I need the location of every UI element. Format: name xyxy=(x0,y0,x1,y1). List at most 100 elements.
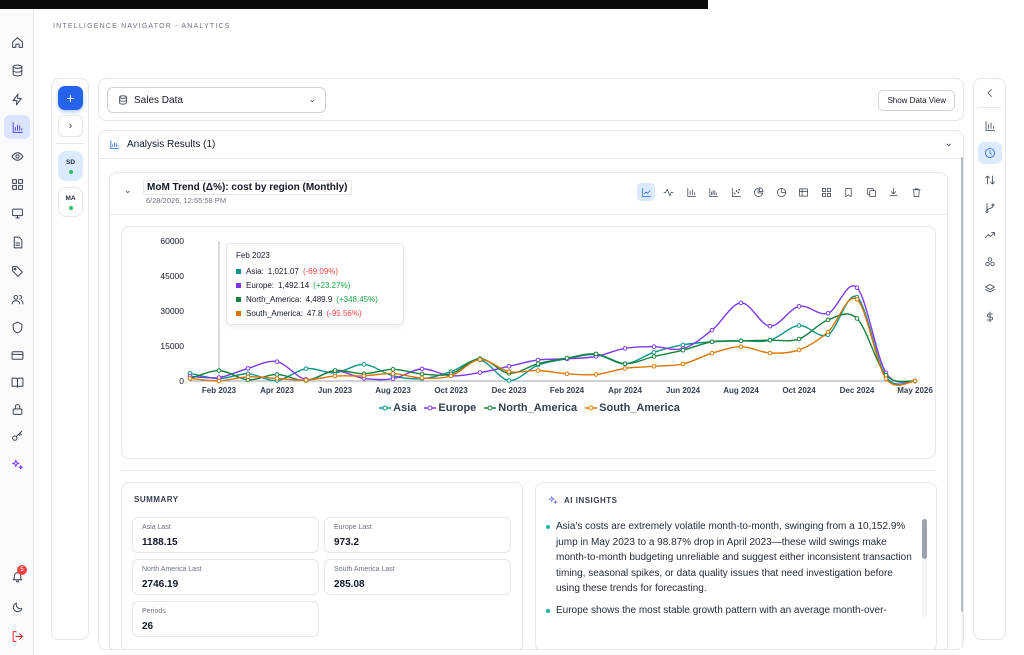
layers-icon xyxy=(985,284,995,293)
breadcrumb: INTELLIGENCE NAVIGATOR - ANALYTICS xyxy=(53,23,231,30)
eye-icon[interactable] xyxy=(4,144,30,168)
stat-label: Asia Last xyxy=(142,524,171,531)
book-icon[interactable] xyxy=(4,370,30,394)
monitor-icon[interactable] xyxy=(4,201,30,225)
divider xyxy=(99,158,963,159)
data-point xyxy=(767,350,773,356)
key-icon[interactable] xyxy=(4,424,30,448)
project-avatar-ma[interactable]: MA xyxy=(58,187,83,217)
stat-value: 973.2 xyxy=(334,537,360,548)
analysis-results-header[interactable]: Analysis Results (1) xyxy=(109,139,215,150)
stat-europe-last: Europe Last 973.2 xyxy=(324,517,511,553)
users-icon[interactable] xyxy=(4,287,30,311)
legend-item[interactable]: South_America xyxy=(585,402,680,414)
bar-chart-button[interactable] xyxy=(682,183,700,201)
grid-icon[interactable] xyxy=(4,172,30,196)
pulse-chart-button[interactable] xyxy=(660,183,678,201)
lock-icon[interactable] xyxy=(4,397,30,421)
data-source-toolbar: Sales Data ⌄ Show Data View xyxy=(98,78,964,121)
analytics-icon[interactable] xyxy=(4,115,30,139)
pie-chart-button[interactable] xyxy=(750,183,768,201)
table-view-button[interactable] xyxy=(795,183,813,201)
logout-icon[interactable] xyxy=(4,624,30,648)
insights-list: Asia's costs are extremely volatile mont… xyxy=(546,519,928,619)
series-swatch xyxy=(236,269,241,274)
card-header: ⌄ MoM Trend (Δ%): cost by region (Monthl… xyxy=(110,173,947,215)
bar-chart-tool[interactable] xyxy=(978,115,1002,137)
data-source-select[interactable]: Sales Data ⌄ xyxy=(107,87,326,113)
cost-tool[interactable] xyxy=(978,306,1002,328)
line-chart-button[interactable] xyxy=(637,183,655,201)
card-title[interactable]: MoM Trend (Δ%): cost by region (Monthly) xyxy=(143,180,352,195)
show-data-view-button[interactable]: Show Data View xyxy=(878,90,955,111)
database-icon[interactable] xyxy=(4,58,30,82)
download-icon xyxy=(889,187,898,196)
layers-tool[interactable] xyxy=(978,278,1002,300)
grouped-bar-button[interactable] xyxy=(705,183,723,201)
chevron-down-icon[interactable]: ⌄ xyxy=(944,138,953,149)
pie-chart-icon xyxy=(754,187,764,197)
expand-panel-button[interactable]: › xyxy=(58,115,83,137)
delete-button[interactable] xyxy=(907,183,925,201)
copy-button[interactable] xyxy=(862,183,880,201)
dashboard-button[interactable] xyxy=(817,183,835,201)
trend-tool[interactable] xyxy=(978,224,1002,246)
history-tool[interactable] xyxy=(978,142,1002,164)
scrollbar-thumb[interactable] xyxy=(961,157,963,612)
project-avatar-sd[interactable]: SD xyxy=(58,151,83,181)
bell-icon[interactable]: 5 xyxy=(4,564,30,588)
insights-scrollbar-thumb[interactable] xyxy=(922,519,927,559)
data-point xyxy=(477,370,483,375)
project-initials: MA xyxy=(65,194,76,202)
collapse-panel-button[interactable] xyxy=(978,82,1002,104)
line-chart-icon xyxy=(641,187,651,197)
sort-tool[interactable] xyxy=(978,169,1002,191)
data-point xyxy=(535,361,541,367)
lightning-icon[interactable] xyxy=(4,87,30,111)
cluster-icon xyxy=(985,257,995,267)
tooltip-series-name: North_America: xyxy=(246,295,302,304)
y-tick-label: 60000 xyxy=(160,236,184,246)
data-point xyxy=(448,373,454,379)
document-icon[interactable] xyxy=(4,230,30,254)
x-tick-label: Dec 2023 xyxy=(492,386,527,395)
data-point xyxy=(245,374,251,380)
database-icon xyxy=(119,95,127,105)
chart-toolbar xyxy=(637,183,930,201)
add-project-button[interactable]: + xyxy=(58,86,83,110)
shield-icon[interactable] xyxy=(4,315,30,339)
insights-scrollbar-track[interactable] xyxy=(922,519,927,617)
stat-south-america-last: South America Last 285.08 xyxy=(324,559,511,595)
sparkles-icon[interactable] xyxy=(4,452,30,476)
moon-icon[interactable] xyxy=(4,595,30,619)
data-point xyxy=(825,311,831,316)
legend-label: North_America xyxy=(498,402,578,414)
table-icon xyxy=(799,187,808,197)
download-button[interactable] xyxy=(885,183,903,201)
line-chart[interactable]: 0 15000 30000 45000 60000 Feb 2023 Apr 2023 Jun… xyxy=(122,227,937,427)
data-point xyxy=(738,300,744,306)
tag-icon[interactable] xyxy=(4,259,30,283)
data-point xyxy=(651,344,657,349)
stat-north-america-last: North America Last 2746.19 xyxy=(132,559,319,595)
donut-chart-button[interactable] xyxy=(772,183,790,201)
tooltip-value: 4,489.9 xyxy=(305,295,333,304)
legend-marker-icon xyxy=(424,405,437,411)
legend-item[interactable]: Asia xyxy=(379,402,416,414)
summary-panel: SUMMARY Asia Last 1188.15 Europe Last 973.… xyxy=(121,482,523,649)
legend-item[interactable]: Europe xyxy=(424,402,476,414)
home-icon[interactable] xyxy=(4,30,30,54)
card-timestamp: 6/28/2026, 12:55:58 PM xyxy=(146,196,227,205)
legend-item[interactable]: North_America xyxy=(484,402,577,414)
x-tick-label: Aug 2023 xyxy=(375,386,411,395)
cluster-tool[interactable] xyxy=(978,251,1002,273)
donut-chart-icon xyxy=(776,187,786,197)
legend-label: Europe xyxy=(438,402,477,414)
chevron-down-icon[interactable]: ⌄ xyxy=(124,185,132,195)
branch-tool[interactable] xyxy=(978,197,1002,219)
x-tick-label: Oct 2023 xyxy=(434,386,468,395)
bookmark-button[interactable] xyxy=(840,183,858,201)
card-icon[interactable] xyxy=(4,343,30,367)
scatter-chart-button[interactable] xyxy=(727,183,745,201)
data-point xyxy=(680,361,686,367)
